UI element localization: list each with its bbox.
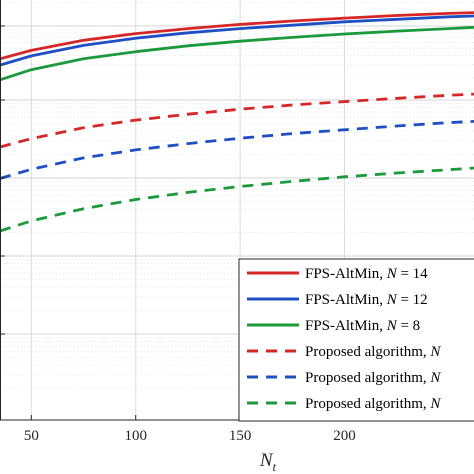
legend-label-0: FPS-AltMin, N = 14 bbox=[305, 266, 428, 282]
legend-label-2: FPS-AltMin, N = 8 bbox=[305, 318, 420, 334]
legend: FPS-AltMin, N = 14 FPS-AltMin, N = 12 FPS-… bbox=[238, 258, 474, 422]
legend-label-4: Proposed algorithm, N bbox=[305, 370, 441, 386]
series-line-1 bbox=[0, 14, 474, 67]
series-line-5 bbox=[0, 166, 474, 233]
x-tick-label-2: 150 bbox=[229, 428, 252, 444]
series-line-2 bbox=[0, 25, 474, 82]
x-tick-labels: 50 100 150 200 bbox=[24, 428, 356, 444]
x-tick-label-1: 100 bbox=[124, 428, 147, 444]
x-tick-label-0: 50 bbox=[24, 428, 39, 444]
x-axis-label: Nt bbox=[259, 450, 277, 474]
x-tick-label-3: 200 bbox=[333, 428, 356, 444]
series-line-4 bbox=[0, 120, 474, 180]
legend-label-5: Proposed algorithm, N bbox=[305, 396, 441, 412]
legend-label-3: Proposed algorithm, N bbox=[305, 344, 441, 360]
series-line-3 bbox=[0, 92, 474, 149]
legend-label-1: FPS-AltMin, N = 12 bbox=[305, 292, 428, 308]
series-line-0 bbox=[0, 11, 474, 61]
series-lines bbox=[0, 11, 474, 233]
legend-box bbox=[238, 258, 474, 422]
